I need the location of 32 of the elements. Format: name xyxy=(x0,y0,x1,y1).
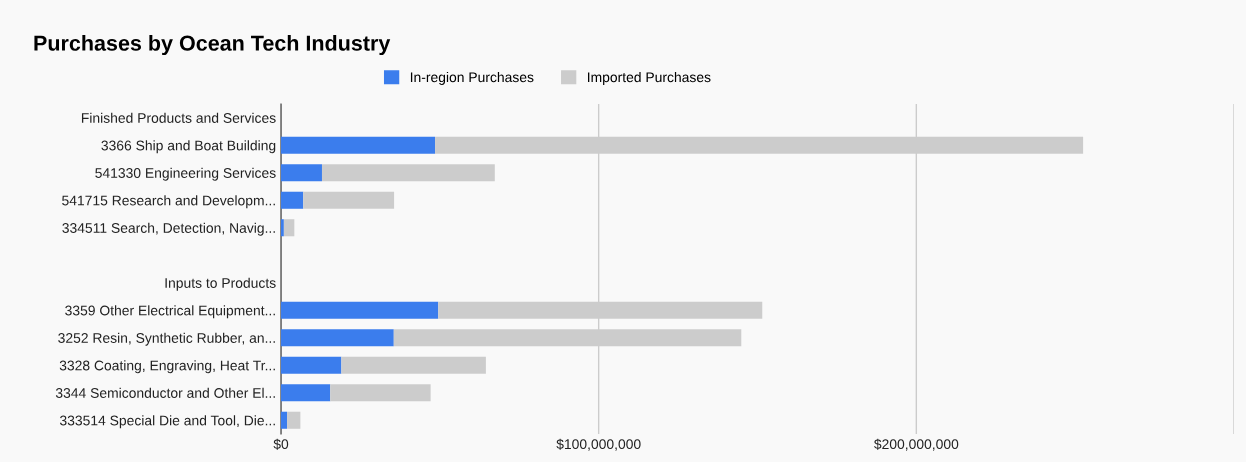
y-tick-label: 3344 Semiconductor and Other El... xyxy=(55,387,275,398)
y-tick-label: 333514 Special Die and Tool, Die... xyxy=(59,415,275,429)
y-tick-label: Inputs to Products xyxy=(165,277,276,291)
x-tick-label: $200,000,000 xyxy=(874,438,959,451)
y-tick-label: 3359 Other Electrical Equipment... xyxy=(65,305,275,319)
bar xyxy=(281,191,304,209)
bar xyxy=(281,329,394,347)
bar xyxy=(281,136,436,154)
x-tick-label: $100,000,000 xyxy=(556,438,641,451)
bar xyxy=(281,411,288,429)
bar xyxy=(281,356,342,374)
y-tick-label: 334511 Search, Detection, Navig... xyxy=(62,222,275,236)
y-tick-label: 541330 Engineering Services xyxy=(95,167,276,181)
legend-label: Imported Purchases xyxy=(588,71,711,85)
y-tick-label: Finished Products and Services xyxy=(81,112,276,123)
bar xyxy=(303,191,395,209)
bar xyxy=(281,219,284,237)
legend-label: In-region Purchases xyxy=(410,71,534,85)
y-tick-label: 541715 Research and Developm... xyxy=(62,195,275,209)
bar xyxy=(281,301,439,319)
bar xyxy=(281,164,322,182)
x-tick-label: $0 xyxy=(273,438,289,450)
y-tick-label: 3328 Coating, Engraving, Heat Tr... xyxy=(59,360,275,374)
chart-title: Purchases by Ocean Tech Industry xyxy=(34,34,391,56)
bar xyxy=(283,219,295,237)
bar xyxy=(321,164,495,182)
bar xyxy=(281,384,331,402)
y-tick-label: 3252 Resin, Synthetic Rubber, an... xyxy=(58,332,275,346)
bar xyxy=(341,356,486,374)
bar xyxy=(330,384,431,402)
bar xyxy=(287,411,301,429)
y-tick-label: 3366 Ship and Boat Building xyxy=(101,140,276,154)
